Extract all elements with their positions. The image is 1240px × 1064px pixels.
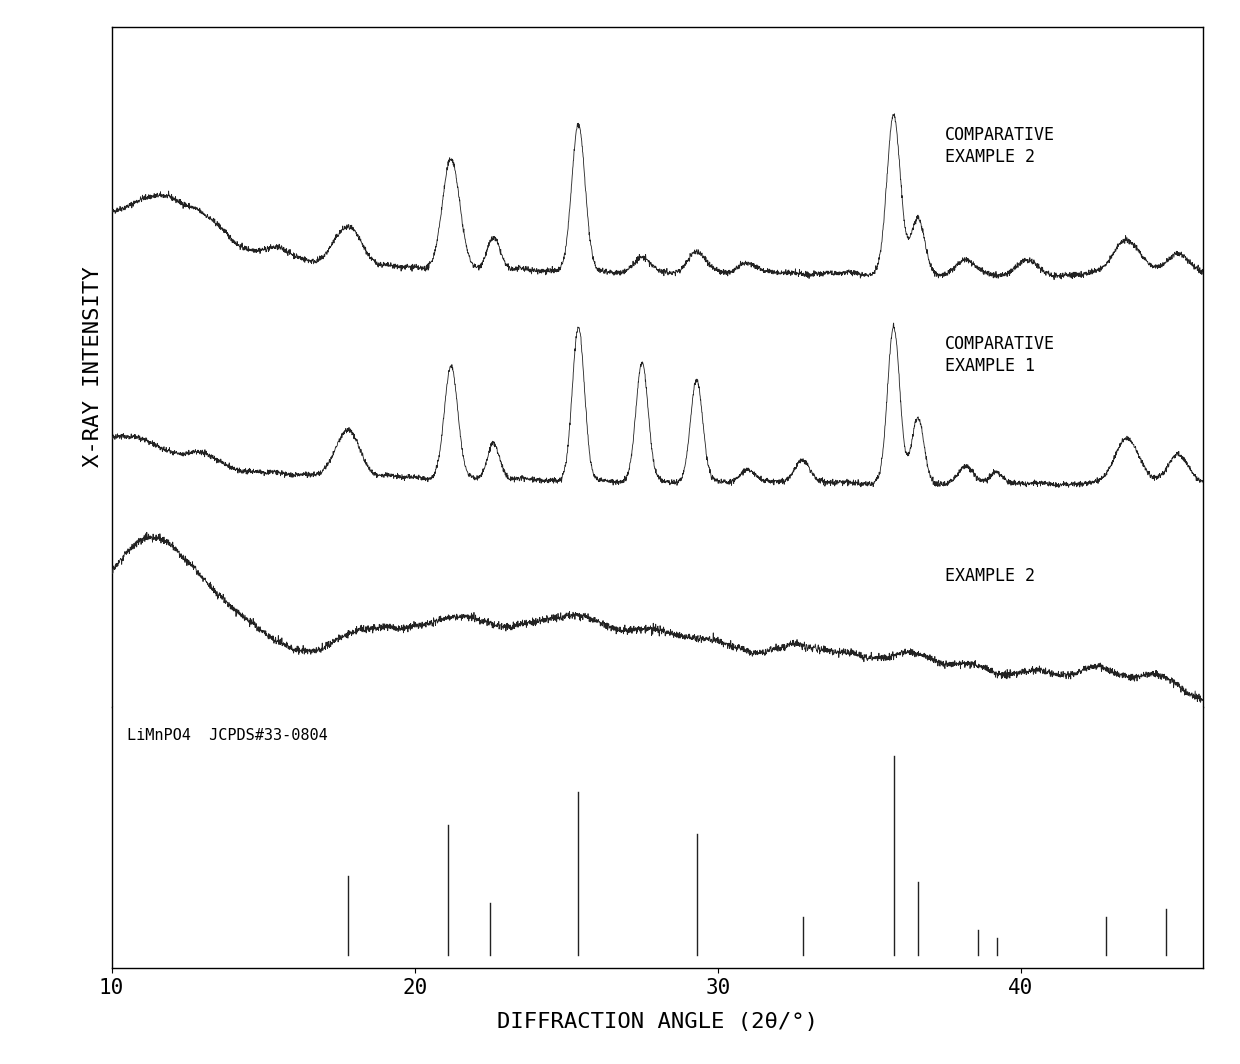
Text: COMPARATIVE
EXAMPLE 1: COMPARATIVE EXAMPLE 1 (945, 335, 1055, 376)
Text: LiMnPO4  JCPDS#33-0804: LiMnPO4 JCPDS#33-0804 (126, 728, 327, 743)
Y-axis label: X-RAY INTENSITY: X-RAY INTENSITY (83, 266, 103, 467)
Text: COMPARATIVE
EXAMPLE 2: COMPARATIVE EXAMPLE 2 (945, 126, 1055, 166)
Text: EXAMPLE 2: EXAMPLE 2 (945, 567, 1035, 584)
X-axis label: DIFFRACTION ANGLE (2θ/°): DIFFRACTION ANGLE (2θ/°) (497, 1012, 817, 1032)
